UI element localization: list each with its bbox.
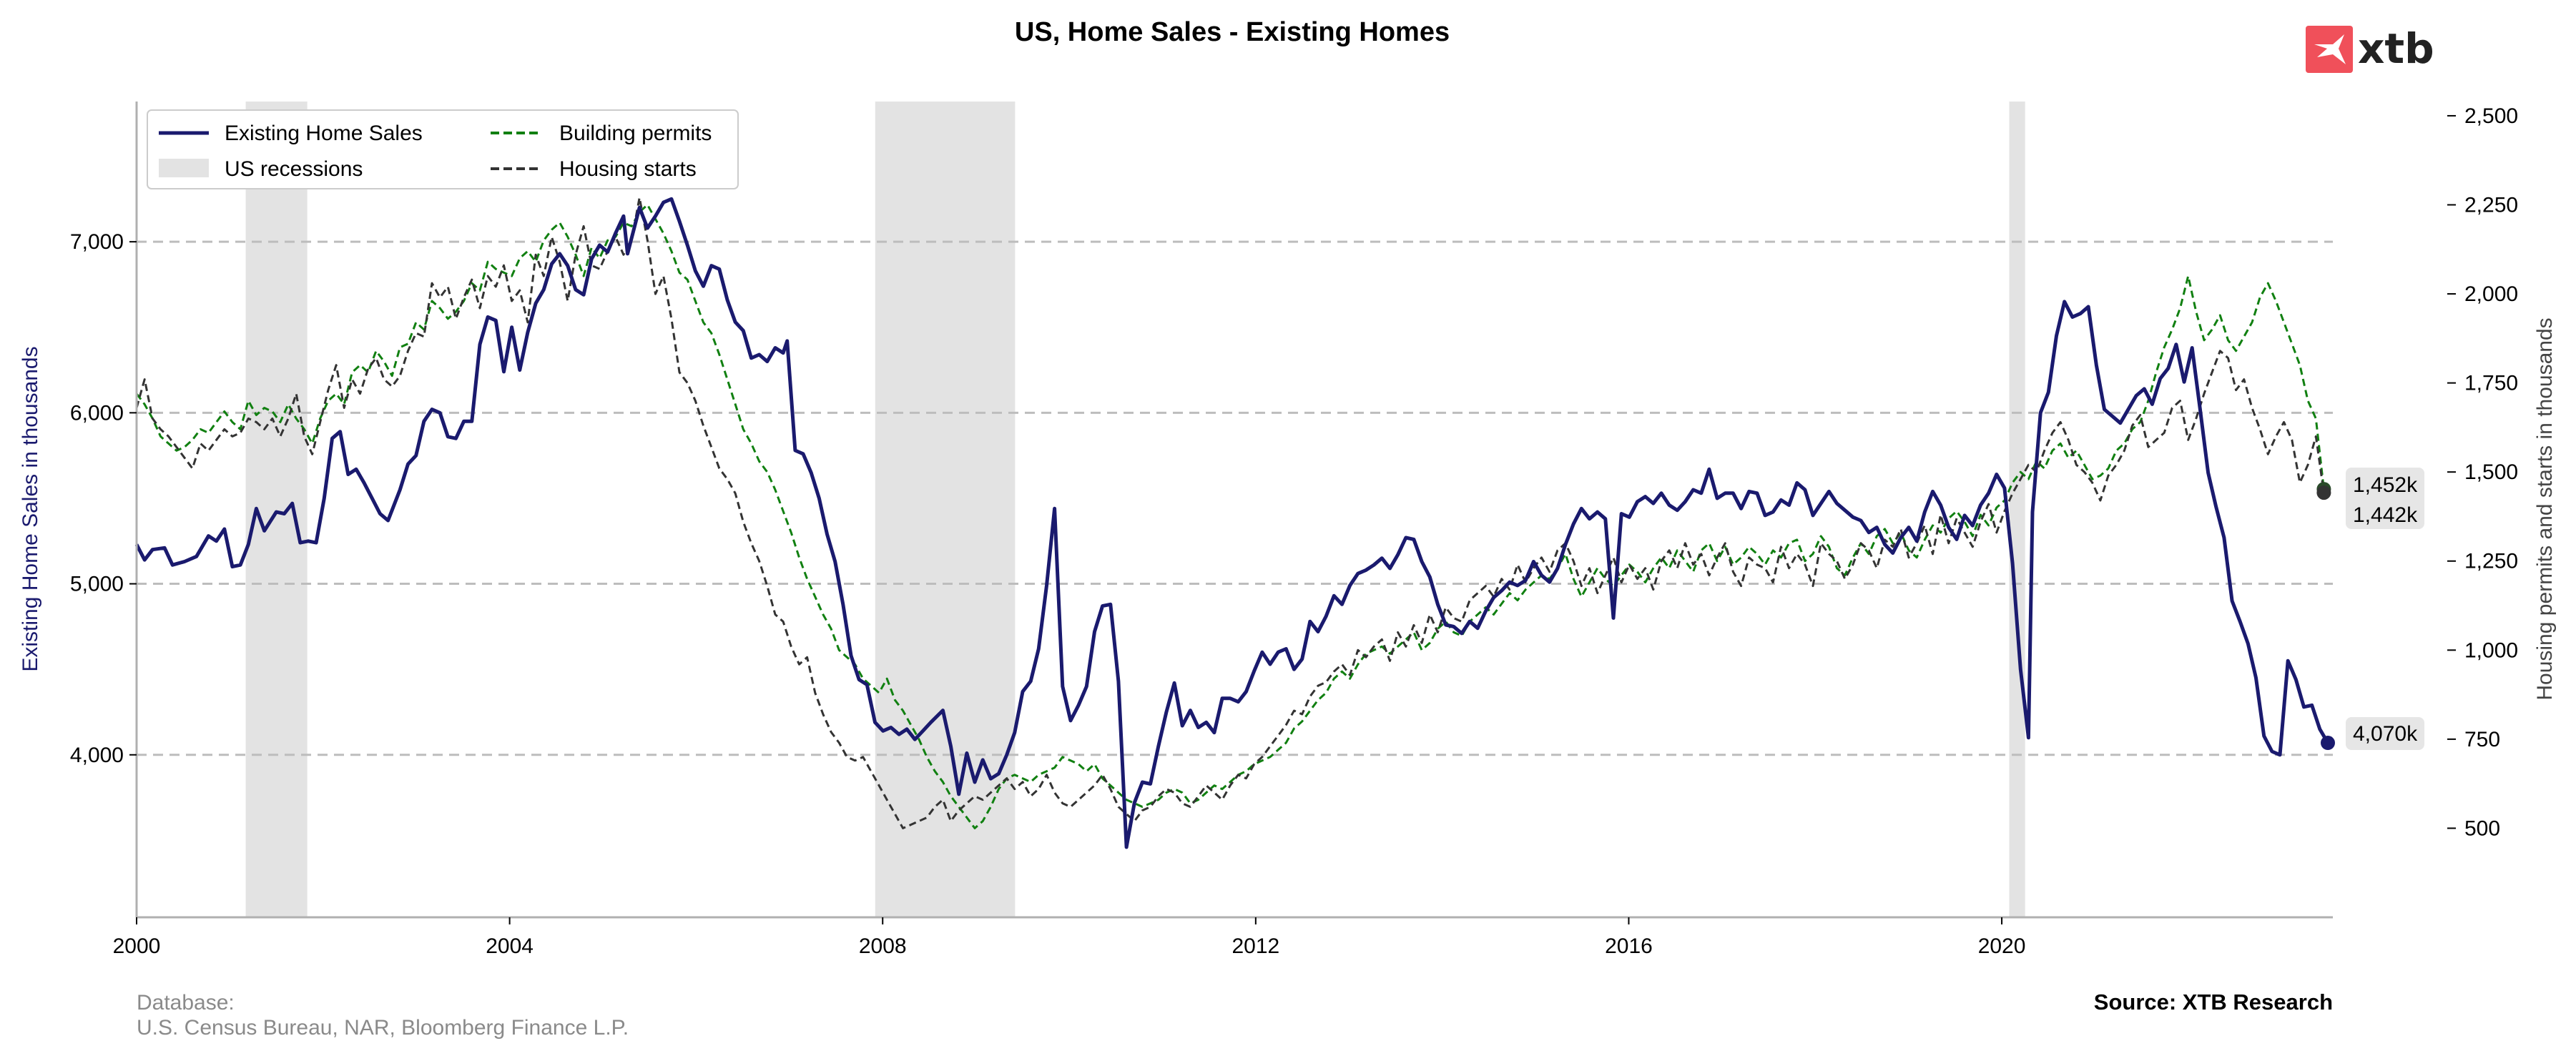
chart-title: US, Home Sales - Existing Homes bbox=[1015, 17, 1450, 47]
logo-text: xtb bbox=[2358, 24, 2434, 73]
database-label: Database: bbox=[137, 991, 235, 1015]
tick-labels: 2000 2004 2008 2012 2016 2020 4,000 5,000 6,000 7… bbox=[70, 104, 2518, 958]
series-line-existing-home-sales bbox=[134, 197, 2330, 849]
recession-shading bbox=[245, 102, 2025, 917]
x-tick-label-1: 2004 bbox=[486, 934, 534, 958]
endpoint-existing-home-sales bbox=[2321, 736, 2335, 751]
x-tick-label-2: 2008 bbox=[859, 934, 907, 958]
legend-swatch-us-recessions bbox=[159, 159, 209, 177]
y-right-tick-label-6: 2,000 bbox=[2464, 282, 2518, 306]
series-line-housing-starts bbox=[135, 197, 2325, 829]
x-tick-label-3: 2012 bbox=[1232, 934, 1279, 958]
recession-band-2 bbox=[2009, 102, 2025, 917]
y-right-tick-label-0: 500 bbox=[2464, 816, 2500, 840]
y-left-tick-label-0: 4,000 bbox=[70, 744, 124, 767]
callout-building-permits: 1,452k 1,442k bbox=[2346, 468, 2424, 529]
legend-label-housing-starts: Housing starts bbox=[559, 157, 697, 181]
legend-label-building-permits: Building permits bbox=[559, 122, 712, 145]
callout-box-permits bbox=[2346, 468, 2424, 529]
callout-value-building-permits: 1,452k bbox=[2353, 473, 2418, 497]
legend-label-existing-home-sales: Existing Home Sales bbox=[225, 122, 423, 145]
series-line-building-permits bbox=[135, 204, 2325, 829]
legend-box bbox=[147, 109, 739, 189]
x-tick-label-5: 2020 bbox=[1978, 934, 2026, 958]
endpoint-housing-starts bbox=[2316, 485, 2331, 500]
axes bbox=[135, 102, 2333, 919]
y-right-tick-label-5: 1,750 bbox=[2464, 372, 2518, 395]
database-sources: U.S. Census Bureau, NAR, Bloomberg Finan… bbox=[137, 1016, 629, 1040]
x-tick-label-0: 2000 bbox=[113, 934, 161, 958]
y-right-tick-label-2: 1,000 bbox=[2464, 638, 2518, 662]
y-left-tick-label-1: 5,000 bbox=[70, 573, 124, 596]
y-right-tick-label-4: 1,500 bbox=[2464, 460, 2518, 484]
y-left-tick-label-3: 7,000 bbox=[70, 230, 124, 254]
y-right-tick-label-1: 750 bbox=[2464, 728, 2500, 751]
y-axis-left-label: Existing Home Sales in thousands bbox=[19, 346, 42, 671]
y-right-tick-label-3: 1,250 bbox=[2464, 550, 2518, 573]
y-right-tick-label-8: 2,500 bbox=[2464, 104, 2518, 128]
callout-value-existing-home-sales: 4,070k bbox=[2353, 722, 2418, 746]
xtb-logo: xtb bbox=[2306, 24, 2434, 73]
endpoint-markers bbox=[2316, 482, 2335, 751]
y-right-tick-label-7: 2,250 bbox=[2464, 193, 2518, 217]
recession-band-1 bbox=[875, 102, 1016, 917]
legend: Existing Home Sales US recessions Buildi… bbox=[147, 109, 739, 189]
y-left-tick-label-2: 6,000 bbox=[70, 401, 124, 425]
source-label: Source: XTB Research bbox=[2094, 990, 2333, 1015]
series-lines bbox=[134, 197, 2330, 849]
callout-box-sales bbox=[2346, 717, 2424, 750]
grid-lines bbox=[137, 240, 2333, 756]
callout-value-housing-starts: 1,442k bbox=[2353, 503, 2418, 527]
y-axis-right-label: Housing permits and starts in thousands bbox=[2533, 317, 2557, 700]
legend-label-us-recessions: US recessions bbox=[225, 157, 363, 181]
x-tick-label-4: 2016 bbox=[1605, 934, 1653, 958]
xtb-x-mark-shape bbox=[2314, 34, 2346, 64]
callout-existing-home-sales: 4,070k bbox=[2346, 717, 2424, 750]
